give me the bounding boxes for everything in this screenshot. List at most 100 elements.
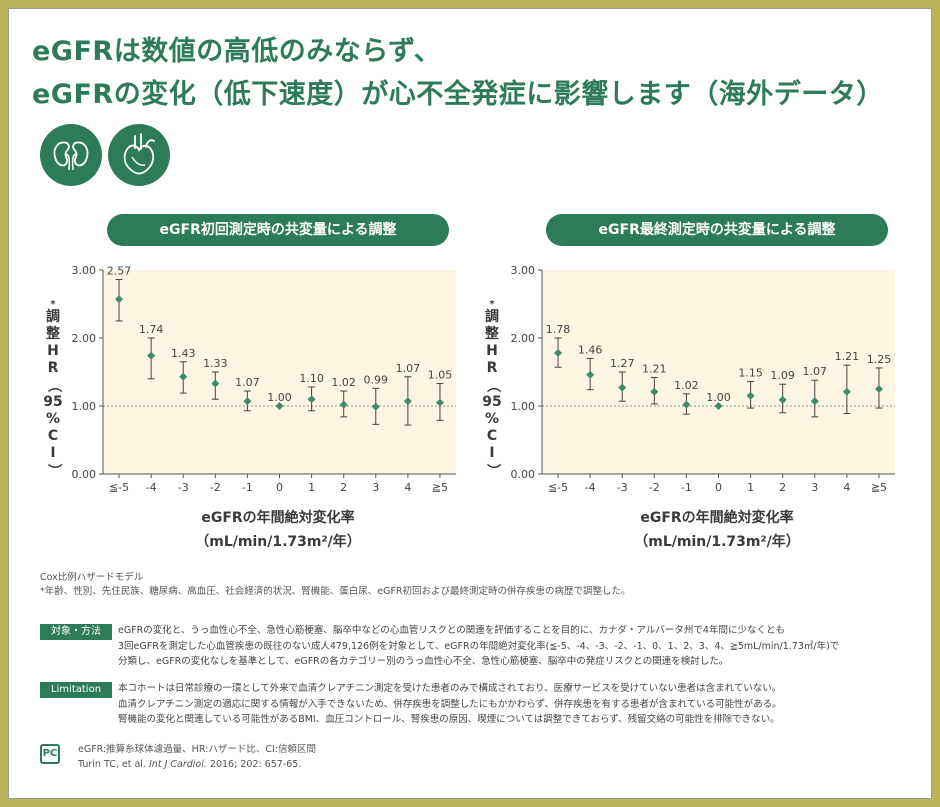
data-label: 1.21 [642,362,667,375]
x-label-line-1: eGFRの年間絶対変化率 [640,510,794,526]
y-label-char: 整 [46,326,60,342]
panel-1-y-axis-label: * 調 整 H R （ 95 % C I ） [42,300,64,479]
x-tick-label: 3 [372,481,379,494]
data-label: 1.00 [706,391,731,404]
citation: Turin TC, et al. Int J Cardiol. 2016; 20… [78,757,316,772]
y-label-char: % [484,411,500,427]
y-tick-label: 1.00 [511,400,536,413]
y-label-char: 整 [485,326,499,342]
data-label: 1.25 [867,353,892,366]
data-label: 1.09 [770,369,795,382]
panel-1-x-axis-label: eGFRの年間絶対変化率 （mL/min/1.73m²/年） [98,506,458,554]
data-point [650,387,659,396]
title-line-2: eGFRの変化（低下速度）が心不全発症に影響します（海外データ） [32,79,884,110]
title-line-1: eGFRは数値の高低のみならず、 [32,36,442,67]
data-label: 1.05 [428,369,453,382]
chart-panel-1: 0.00 1.00 2.00 3.00 ≦-5 2.57 -4 1.74 -3 1.43 -2 1.3… [72,264,456,494]
panel-2-y-axis-label: * 調 整 H R （ 95 % C I ） [481,300,503,479]
x-tick-label: -4 [146,481,157,494]
data-label: 0.99 [364,373,389,386]
data-label: 1.21 [835,350,860,363]
data-point [554,348,563,357]
y-label-char: R [47,360,59,376]
y-tick-label: 0.00 [511,468,536,481]
x-tick-label: 2 [340,481,347,494]
data-label: 1.27 [610,357,635,370]
methods-tag: 対象・方法 [40,624,112,640]
kidney-icon [40,124,102,186]
limitation-text: 本コホートは日常診療の一環として外来で血清クレアチニン測定を受けた患者のみで構成… [118,681,898,728]
data-label: 2.57 [107,265,132,278]
x-tick-label: ≧5 [871,481,887,494]
data-point [147,351,156,360]
methods-line: eGFRの変化と、うっ血性心不全、急性心筋梗塞、脳卒中などの心血管リスクとの関連… [118,625,785,636]
data-point [115,295,124,304]
y-label-char: * [489,299,495,310]
data-point [842,387,851,396]
data-point [874,385,883,393]
y-label-char: （ [484,378,501,393]
data-label: 1.07 [235,376,260,389]
y-label-char: ） [45,463,62,478]
y-label-char: * [50,299,56,310]
plot-area [103,270,456,474]
data-label: 1.02 [331,376,356,389]
data-point [307,395,316,404]
x-tick-label: 1 [747,481,754,494]
methods-line: 分類し、eGFRの変化なしを基準として、eGFRの各カテゴリー別のうっ血性心不全… [118,656,729,667]
citation-authors: Turin TC, et al. [78,759,146,770]
x-tick-label: 4 [404,481,411,494]
y-tick-label: 3.00 [511,264,536,277]
x-tick-label: -1 [242,481,253,494]
y-tick-label: 1.00 [72,400,97,413]
y-label-char: 95 [43,394,63,410]
panel-1-header: eGFR初回測定時の共変量による調整 [107,214,449,246]
y-tick-label: 2.00 [511,332,536,345]
limitation-line: 本コホートは日常診療の一環として外来で血清クレアチニン測定を受けた患者のみで構成… [118,683,782,694]
page-title: eGFRは数値の高低のみならず、 eGFRの変化（低下速度）が心不全発症に影響し… [32,30,884,116]
data-point [810,397,819,406]
data-label: 1.07 [396,362,421,375]
panel-2-header: eGFR最終測定時の共変量による調整 [546,214,888,246]
x-tick-label: -3 [617,481,628,494]
x-tick-label: -1 [681,481,692,494]
y-tick-label: 0.00 [72,468,97,481]
citation-rest: 2016; 202: 657-65. [209,759,302,770]
data-point [211,379,220,388]
x-tick-label: 0 [276,481,283,494]
pc-logo: PC [40,744,60,764]
plot-area [542,270,895,474]
heart-icon [108,124,170,186]
data-point [275,402,284,410]
data-label: 1.10 [299,372,324,385]
x-tick-label: -4 [585,481,596,494]
data-point [778,395,787,404]
y-label-char: I [489,445,495,461]
x-label-line-1: eGFRの年間絶対変化率 [201,510,355,526]
x-label-line-2: （mL/min/1.73m²/年） [195,534,361,550]
data-label: 1.74 [139,323,164,336]
x-tick-label: 0 [715,481,722,494]
y-label-char: C [47,428,59,444]
data-label: 1.15 [738,367,763,380]
x-tick-label: -3 [178,481,189,494]
y-tick-label: 2.00 [72,332,97,345]
y-label-char: C [486,428,498,444]
citation-journal: Int J Cardiol. [149,759,207,770]
data-point [682,400,691,409]
data-label: 1.43 [171,347,196,360]
data-point [371,402,380,411]
x-tick-label: -2 [210,481,221,494]
x-tick-label: ≦-5 [109,481,129,494]
data-label: 1.02 [674,379,699,392]
data-point [618,383,627,392]
data-point [435,398,444,407]
methods-line: 3回eGFRを測定した心血管疾患の既往のない成人479,126例を対象として、e… [118,640,840,652]
x-tick-label: 2 [779,481,786,494]
x-tick-label: 4 [843,481,850,494]
data-point [586,370,595,379]
x-label-line-2: （mL/min/1.73m²/年） [634,534,800,550]
data-label: 1.46 [578,343,603,356]
data-point [243,397,252,406]
y-label-char: % [45,411,61,427]
